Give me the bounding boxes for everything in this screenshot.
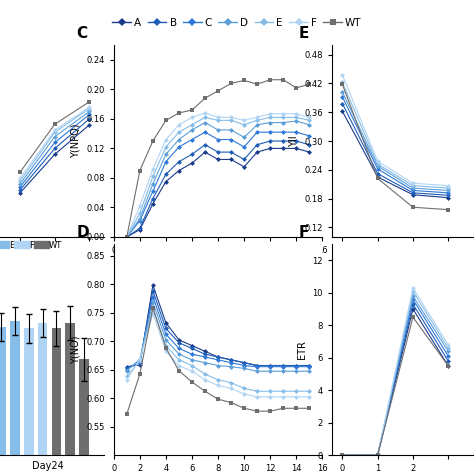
X-axis label: Time: Time [206,261,230,271]
Text: D: D [76,225,89,240]
Bar [52,328,61,474]
Y-axis label: YII: YII [289,135,299,147]
Legend: E, F, WT: E, F, WT [0,238,65,254]
Text: C: C [76,26,87,41]
Bar [24,328,34,474]
Bar [38,323,47,474]
Y-axis label: Y(NPQ): Y(NPQ) [71,124,81,158]
Bar [10,321,20,474]
X-axis label: Days: Days [35,261,60,271]
Text: E: E [299,26,309,41]
Bar [0,327,6,474]
Text: F: F [299,225,309,240]
Bar [65,323,75,474]
Legend: A, B, C, D, E, F, WT: A, B, C, D, E, F, WT [112,18,362,27]
Y-axis label: Y(NO): Y(NO) [71,335,81,364]
X-axis label: Day24: Day24 [32,461,63,471]
Y-axis label: ETR: ETR [297,340,307,359]
Bar [79,359,89,474]
